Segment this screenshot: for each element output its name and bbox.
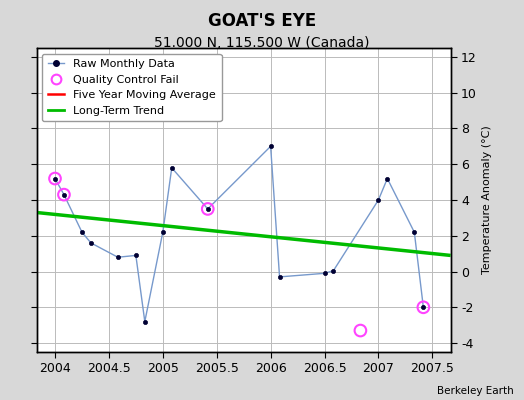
Legend: Raw Monthly Data, Quality Control Fail, Five Year Moving Average, Long-Term Tren: Raw Monthly Data, Quality Control Fail, … <box>42 54 222 121</box>
Point <box>51 175 59 182</box>
Point <box>203 206 212 212</box>
Text: 51.000 N, 115.500 W (Canada): 51.000 N, 115.500 W (Canada) <box>154 36 370 50</box>
Point <box>60 192 68 198</box>
Text: Berkeley Earth: Berkeley Earth <box>437 386 514 396</box>
Point <box>356 327 365 334</box>
Y-axis label: Temperature Anomaly (°C): Temperature Anomaly (°C) <box>483 126 493 274</box>
Point <box>419 304 428 310</box>
Text: GOAT'S EYE: GOAT'S EYE <box>208 12 316 30</box>
